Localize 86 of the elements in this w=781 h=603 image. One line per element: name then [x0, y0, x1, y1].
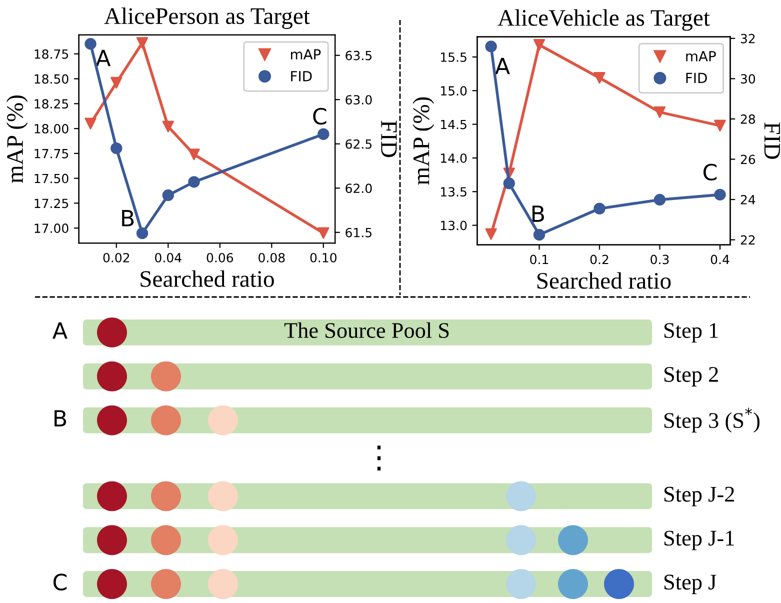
point [594, 72, 606, 84]
y-tick-label: 14.5 [441, 120, 466, 130]
x-tick-label: 0.06 [206, 252, 234, 262]
x-tick-label: 0.04 [155, 252, 182, 262]
x-tick-label: 0.1 [530, 254, 548, 264]
annotation: B [122, 210, 134, 226]
y-tick-label: 15.5 [441, 52, 466, 62]
annotation: A [495, 58, 510, 74]
point [84, 118, 96, 130]
y-tick-label: 13.5 [441, 187, 466, 197]
chart-title: AlicePerson as Target [104, 7, 310, 29]
text: C [53, 574, 67, 590]
point [533, 228, 546, 241]
text: ⋮ [377, 446, 381, 470]
y-tick-label: 14.0 [441, 153, 467, 163]
y2-axis-title: FID [764, 122, 780, 159]
point [503, 178, 515, 190]
y-tick-label: 17.25 [34, 198, 68, 208]
y-tick-label: 17.50 [34, 174, 68, 184]
text: A [52, 322, 68, 339]
point [162, 120, 174, 132]
point [485, 228, 497, 240]
point [594, 202, 606, 214]
text: Step J-1 [664, 530, 734, 550]
legend-label: mAP [686, 51, 716, 62]
point [533, 39, 546, 51]
y2-tick-label: 63.0 [346, 95, 372, 105]
y-tick-label: 13.0 [441, 220, 467, 230]
legend-label: FID [291, 71, 312, 82]
text: Step J [664, 574, 716, 594]
y-tick-label: 18.75 [34, 49, 68, 59]
x-tick-label: 0.10 [310, 252, 336, 262]
point [654, 106, 666, 118]
point [714, 120, 726, 132]
x-axis-title: Searched ratio [537, 272, 671, 289]
y2-tick-label: 61.5 [346, 228, 372, 238]
text: Step 3 (S$^{*}$) [664, 408, 760, 433]
annotation: C [313, 108, 326, 125]
y2-tick-label: 22 [740, 235, 755, 245]
point [318, 227, 330, 239]
text: The Source Pool S [284, 322, 449, 338]
y2-tick-label: 28 [740, 114, 756, 124]
text: Step 2 [664, 367, 718, 386]
y-tick-label: 17.00 [34, 224, 68, 234]
point [84, 38, 96, 50]
y2-tick-label: 24 [740, 194, 756, 204]
x-tick-label: 0.4 [710, 254, 730, 264]
x-tick-label: 0.2 [590, 254, 608, 264]
y-tick-label: 17.75 [34, 149, 68, 158]
point [188, 148, 200, 160]
text: B [54, 410, 66, 426]
y-axis-title: mAP (%) [412, 97, 434, 185]
x-tick-label: 0.02 [103, 252, 130, 262]
point [136, 37, 148, 49]
point [654, 194, 666, 206]
point [110, 142, 122, 154]
legend-label: mAP [291, 49, 321, 60]
y-tick-label: 18.25 [34, 99, 68, 109]
text: Step 1 [664, 323, 718, 343]
point [136, 227, 148, 240]
x-tick-label: 0.08 [258, 252, 285, 262]
point [714, 188, 726, 201]
y2-tick-label: 63.5 [346, 50, 372, 60]
annotation: C [703, 164, 717, 181]
chart-title: AliceVehicle as Target [498, 9, 710, 31]
y-tick-label: 18.00 [34, 124, 68, 134]
x-axis-title: Searched ratio [140, 270, 274, 287]
y2-tick-label: 26 [740, 154, 756, 164]
y-axis-title: mAP (%) [6, 96, 28, 183]
y2-tick-label: 62.5 [346, 139, 372, 149]
point [318, 128, 330, 140]
point [485, 40, 497, 52]
annotation: A [96, 50, 111, 66]
point [110, 76, 122, 89]
y2-tick-label: 30 [740, 74, 756, 84]
annotation: B [532, 206, 544, 222]
y-tick-label: 18.50 [34, 74, 68, 84]
legend-label: FID [686, 72, 707, 83]
text: Step J-2 [664, 486, 734, 506]
y2-tick-label: 62.0 [346, 184, 372, 194]
y-tick-label: 15.0 [441, 86, 467, 96]
y2-tick-label: 32 [740, 34, 755, 44]
point [162, 189, 174, 202]
point [188, 176, 200, 188]
y2-axis-title: FID [381, 120, 397, 158]
x-tick-label: 0.3 [650, 254, 669, 264]
